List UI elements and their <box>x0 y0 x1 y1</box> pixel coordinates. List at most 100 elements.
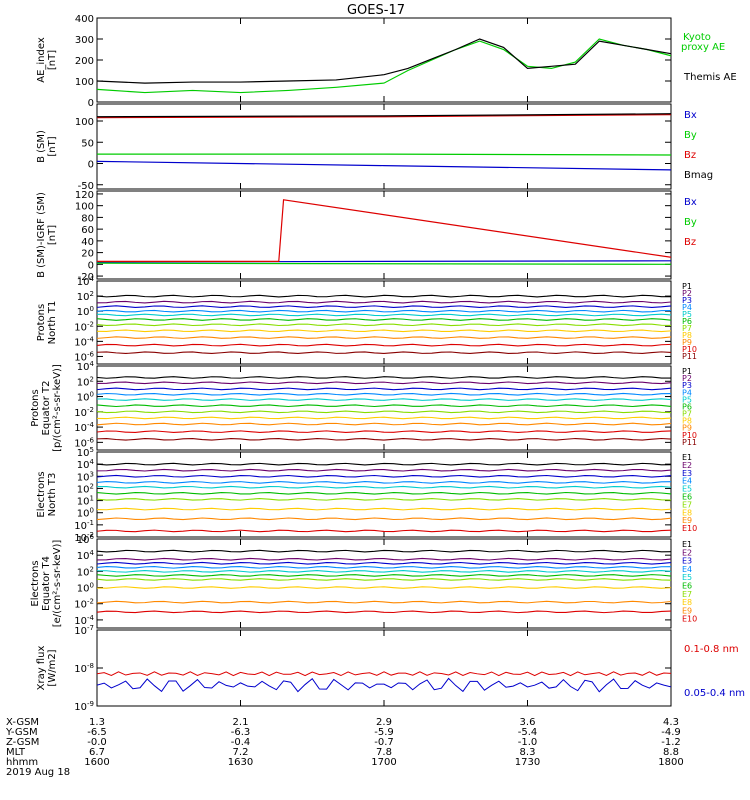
y-axis-label: [p/(cm²-s-sr-keV)] <box>52 364 63 452</box>
legend-entry: P10 <box>682 345 697 354</box>
series-line <box>97 404 671 408</box>
panel-frame <box>96 17 672 103</box>
series-line <box>97 498 671 501</box>
legend-entry: P3 <box>682 296 692 305</box>
y-axis-label: Xray flux <box>36 646 47 691</box>
series-line <box>97 305 671 309</box>
legend-entry: P11 <box>682 438 697 447</box>
legend-entry: Bz <box>684 237 696 248</box>
legend-entry: E9 <box>682 516 692 525</box>
tick-label: 10-9 <box>74 700 94 713</box>
orbit-value: -1.0 <box>518 737 538 748</box>
y-axis-label: North T3 <box>47 473 58 517</box>
tick-label: 100 <box>77 305 94 318</box>
legend: 0.1-0.8 nm 0.05-0.4 nm <box>684 644 745 699</box>
series-line <box>97 507 671 511</box>
orbit-value: 7.8 <box>376 747 392 758</box>
series-line <box>97 410 671 414</box>
series-line <box>97 336 671 339</box>
tick-label: 10-2 <box>74 406 94 419</box>
legend-entry: Bx <box>684 110 697 121</box>
series-line <box>97 294 671 298</box>
y-axis-label: North T1 <box>47 301 58 345</box>
tick-label: 0 <box>88 260 94 271</box>
legend-entry: P6 <box>682 317 692 326</box>
series-line <box>97 468 671 472</box>
series-group <box>97 549 671 614</box>
series-line <box>97 416 671 420</box>
legend-entry: proxy AE <box>681 42 725 53</box>
series-line <box>97 485 671 489</box>
series-line <box>97 462 671 466</box>
series-line <box>97 474 671 478</box>
series-line <box>97 114 671 119</box>
tick-label: 10-4 <box>74 614 94 627</box>
legend-entry: E2 <box>682 548 692 557</box>
y-axis-label: Equator T4 <box>41 556 52 611</box>
legend-entry: P8 <box>682 331 692 340</box>
legend-entry: E2 <box>682 461 692 470</box>
legend-entry: P7 <box>682 410 692 419</box>
tick-label: 102 <box>77 375 94 388</box>
legend-entry: P9 <box>682 424 692 433</box>
orbit-value: -4.9 <box>661 727 681 738</box>
orbit-row-label: 2019 Aug 18 <box>6 767 70 778</box>
legend-entry: P7 <box>682 324 692 333</box>
legend-entry: P11 <box>682 352 697 361</box>
series-line <box>97 153 671 156</box>
legend-entry: E5 <box>682 485 692 494</box>
legend-entry: P6 <box>682 402 692 411</box>
legend-entry: Themis AE <box>683 72 737 83</box>
tick-label: 101 <box>77 495 94 508</box>
orbit-value: 7.2 <box>233 747 249 758</box>
orbit-value: 2.1 <box>233 717 249 728</box>
legend-entry: E5 <box>682 573 692 582</box>
tick-label: 104 <box>77 458 95 471</box>
tick-label: 100 <box>75 77 94 88</box>
orbit-value: 1730 <box>515 757 540 768</box>
series-group <box>97 38 671 94</box>
series-group <box>97 294 671 355</box>
series-line <box>97 376 671 379</box>
tick-label: 106 <box>77 533 95 546</box>
y-axis-label: [e/(cm²-s-sr-keV)] <box>52 540 63 628</box>
series-line <box>97 557 671 561</box>
tick-label: 300 <box>75 35 94 46</box>
orbit-row-label: Z-GSM <box>6 737 39 748</box>
orbit-value: 3.6 <box>520 717 536 728</box>
tick-label: 10-2 <box>74 598 94 611</box>
legend-entry: P9 <box>682 338 692 347</box>
tick-label: -20 <box>78 272 94 283</box>
y-axis-label: Protons <box>36 304 47 341</box>
tick-label: 102 <box>77 565 94 578</box>
series-line <box>97 586 671 589</box>
tick-label: 102 <box>77 290 94 303</box>
series-line <box>97 300 671 304</box>
orbit-value: 8.3 <box>520 747 536 758</box>
tick-label: 100 <box>77 391 94 404</box>
chart-title: GOES-17 <box>347 3 405 18</box>
orbit-value: 1.3 <box>89 717 105 728</box>
legend-entry: P5 <box>682 310 692 319</box>
series-group <box>97 671 671 693</box>
series-line <box>97 491 671 495</box>
legend-entry: E4 <box>682 565 692 574</box>
y-axis-label: Electrons <box>36 471 47 517</box>
tick-label: 10-2 <box>74 320 94 333</box>
orbit-value: -6.5 <box>87 727 107 738</box>
orbit-value: 8.8 <box>663 747 679 758</box>
legend: Bx By Bz Bmag <box>684 110 713 181</box>
series-line <box>97 437 671 441</box>
panel-frame <box>96 190 672 280</box>
orbit-value: 1700 <box>371 757 396 768</box>
legend-entry: P8 <box>682 417 692 426</box>
y-axis-label: AE_index <box>36 37 47 83</box>
legend-entry: P1 <box>682 282 692 291</box>
series-line <box>97 38 671 94</box>
